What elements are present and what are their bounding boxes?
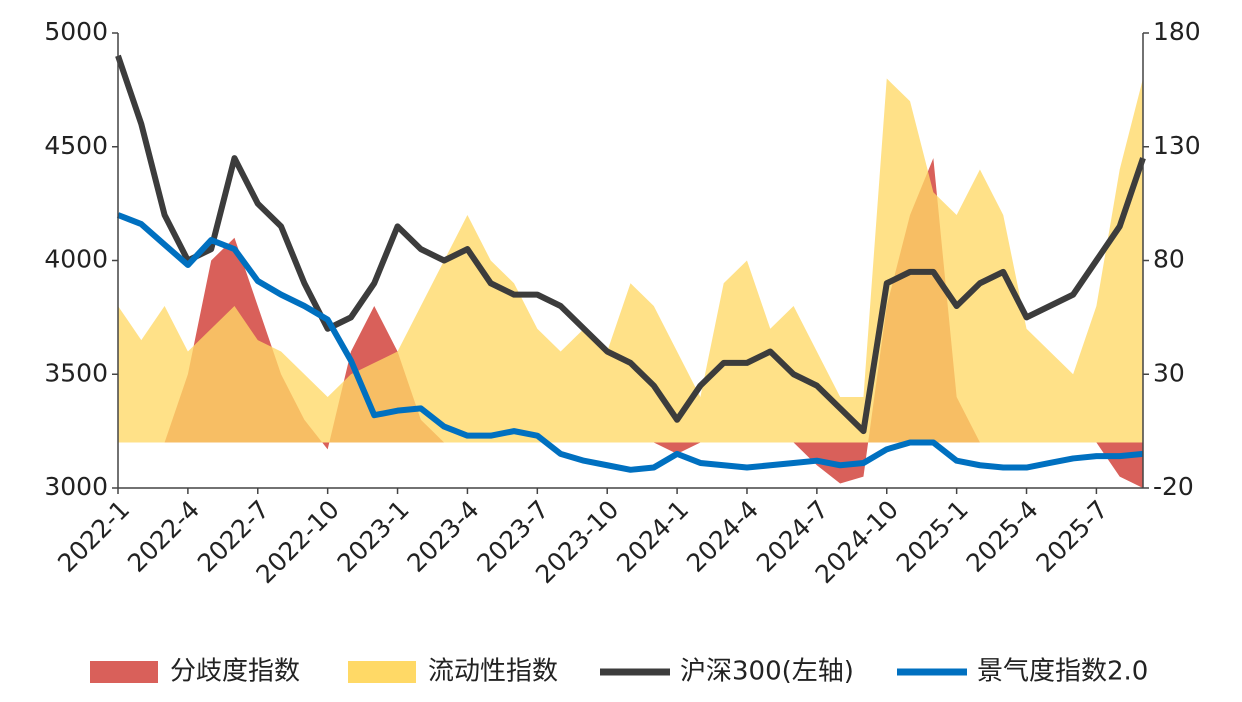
legend-swatch <box>348 661 416 683</box>
legend: 分歧度指数 流动性指数 沪深300(左轴) 景气度指数2.0 <box>90 657 1148 687</box>
x-tick-label: 2024-1 <box>611 495 694 578</box>
y-tick-label: 3000 <box>44 472 108 501</box>
x-tick-label: 2025-7 <box>1030 495 1113 578</box>
x-tick-label: 2022-4 <box>122 495 205 578</box>
line <box>116 212 1144 473</box>
y2-tick-label: 180 <box>1153 17 1201 46</box>
area <box>118 78 1143 443</box>
y2-tick-label: 130 <box>1153 131 1201 160</box>
x-tick-label: 2024-4 <box>681 495 764 578</box>
legend-swatch <box>90 661 158 683</box>
legend-label: 景气度指数2.0 <box>977 657 1148 687</box>
legend-label: 沪深300(左轴) <box>680 657 854 687</box>
y-tick-label: 4500 <box>44 131 108 160</box>
x-tick-label: 2023-1 <box>332 495 415 578</box>
legend-label: 流动性指数 <box>428 657 558 687</box>
x-tick-label: 2025-1 <box>891 495 974 578</box>
y2-tick-label: 30 <box>1153 358 1185 387</box>
x-tick-label: 2025-4 <box>961 495 1044 578</box>
y2-tick-label: -20 <box>1153 472 1194 501</box>
y-tick-label: 5000 <box>44 17 108 46</box>
x-tick-label: 2022-1 <box>52 495 135 578</box>
line <box>115 54 1146 435</box>
y-tick-label: 3500 <box>44 358 108 387</box>
lines <box>115 54 1146 473</box>
y2-tick-label: 80 <box>1153 245 1185 274</box>
y-tick-label: 4000 <box>44 245 108 274</box>
x-tick-label: 2023-4 <box>401 495 484 578</box>
areas <box>118 78 1143 488</box>
legend-label: 分歧度指数 <box>170 657 300 687</box>
